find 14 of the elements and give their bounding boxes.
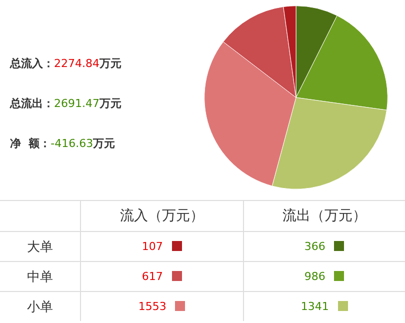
text: 总流入：2274.84万元	[10, 56, 122, 72]
data-label: 1341	[300, 300, 329, 313]
data-label: 617	[142, 270, 163, 283]
category-label: 中单	[0, 262, 80, 292]
text: 总流出：2691.47万元	[10, 96, 122, 112]
category-label: 小单	[0, 292, 80, 321]
data-label: 107	[142, 240, 163, 253]
data-label: 986	[304, 270, 326, 283]
category-label: 大单	[0, 232, 80, 262]
text: 流出（万元）	[243, 200, 405, 232]
data-label: 1553	[138, 300, 166, 313]
text: 净 额：-416.63万元	[10, 136, 116, 152]
data-label: 366	[304, 240, 326, 253]
text: 流入（万元）	[80, 200, 244, 232]
